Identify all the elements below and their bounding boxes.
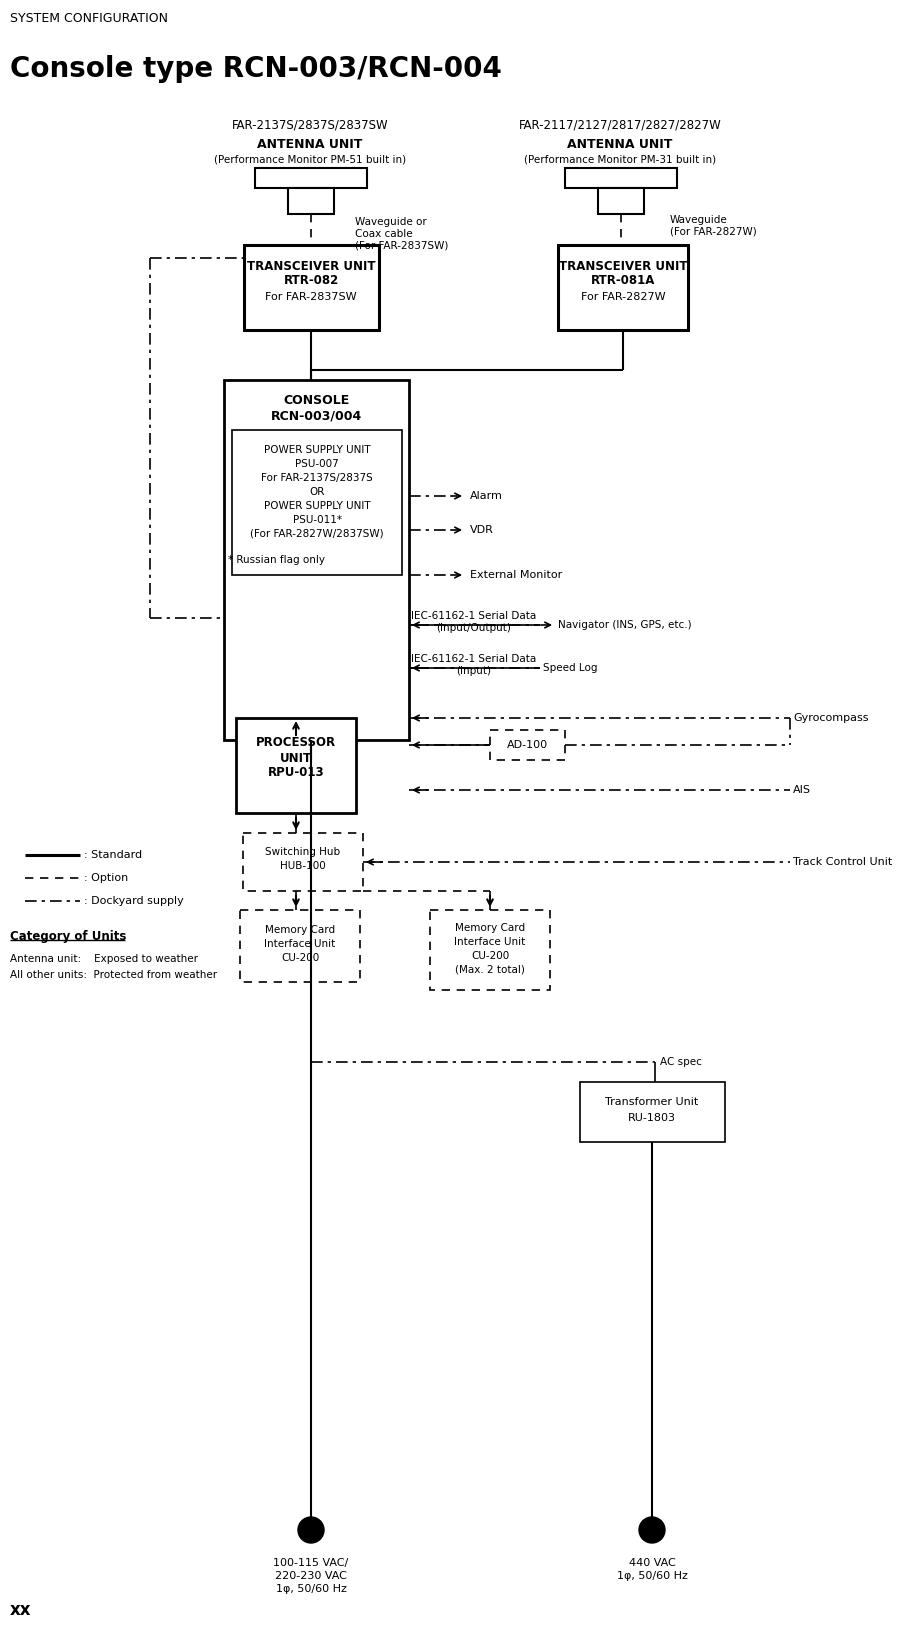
Text: RPU-013: RPU-013 (268, 767, 324, 780)
Text: VDR: VDR (470, 526, 494, 535)
Text: AIS: AIS (793, 785, 811, 795)
Text: POWER SUPPLY UNIT: POWER SUPPLY UNIT (263, 446, 370, 455)
Text: TRANSCEIVER UNIT: TRANSCEIVER UNIT (247, 259, 376, 273)
Text: Switching Hub: Switching Hub (265, 847, 340, 857)
Text: (For FAR-2827W/2837SW): (For FAR-2827W/2837SW) (250, 529, 384, 539)
Text: PROCESSOR: PROCESSOR (256, 736, 336, 749)
Bar (580, 1082, 725, 1142)
Text: Interface Unit: Interface Unit (264, 938, 336, 948)
Text: Speed Log: Speed Log (543, 663, 597, 672)
Bar (255, 168, 367, 188)
Text: UNIT: UNIT (280, 751, 312, 764)
Text: 100-115 VAC/: 100-115 VAC/ (273, 1559, 348, 1568)
Text: : Dockyard supply: : Dockyard supply (84, 896, 184, 906)
Text: (For FAR-2827W): (For FAR-2827W) (670, 227, 757, 237)
Text: (Performance Monitor PM-31 built in): (Performance Monitor PM-31 built in) (524, 155, 716, 165)
Text: 440 VAC: 440 VAC (629, 1559, 675, 1568)
Text: AD-100: AD-100 (507, 739, 548, 751)
Circle shape (298, 1518, 324, 1542)
Text: (Input/Output): (Input/Output) (436, 623, 511, 633)
Text: OR: OR (310, 486, 325, 498)
Text: Console type RCN-003/RCN-004: Console type RCN-003/RCN-004 (10, 55, 502, 83)
Text: RTR-082: RTR-082 (283, 274, 338, 287)
Text: IEC-61162-1 Serial Data: IEC-61162-1 Serial Data (412, 610, 537, 622)
Text: : Option: : Option (84, 873, 129, 883)
Bar (430, 911, 550, 991)
Text: TRANSCEIVER UNIT: TRANSCEIVER UNIT (558, 259, 687, 273)
Text: Memory Card: Memory Card (455, 924, 525, 934)
Text: PSU-007: PSU-007 (295, 459, 338, 468)
Text: (Input): (Input) (456, 666, 491, 676)
Text: : Standard: : Standard (84, 850, 142, 860)
Bar (240, 911, 360, 982)
Text: For FAR-2827W: For FAR-2827W (581, 292, 665, 302)
Bar (232, 429, 402, 574)
Text: Alarm: Alarm (470, 491, 503, 501)
Text: * Russian flag only: * Russian flag only (228, 555, 325, 565)
Text: Navigator (INS, GPS, etc.): Navigator (INS, GPS, etc.) (558, 620, 691, 630)
Text: For FAR-2137S/2837S: For FAR-2137S/2837S (262, 473, 373, 483)
Text: ANTENNA UNIT: ANTENNA UNIT (257, 139, 363, 152)
Bar (243, 832, 363, 891)
Text: 1φ, 50/60 Hz: 1φ, 50/60 Hz (616, 1572, 688, 1581)
Text: 1φ, 50/60 Hz: 1φ, 50/60 Hz (275, 1585, 347, 1594)
Text: IEC-61162-1 Serial Data: IEC-61162-1 Serial Data (412, 654, 537, 664)
Bar (244, 245, 379, 330)
Bar (598, 188, 644, 214)
Text: RTR-081A: RTR-081A (591, 274, 655, 287)
Text: ANTENNA UNIT: ANTENNA UNIT (567, 139, 672, 152)
Bar (236, 718, 356, 813)
Text: Track Control Unit: Track Control Unit (793, 857, 892, 867)
Text: (For FAR-2837SW): (For FAR-2837SW) (355, 242, 448, 251)
Text: RU-1803: RU-1803 (628, 1113, 676, 1123)
Text: For FAR-2837SW: For FAR-2837SW (265, 292, 357, 302)
Text: Category of Units: Category of Units (10, 930, 127, 943)
Bar (224, 380, 409, 739)
Text: POWER SUPPLY UNIT: POWER SUPPLY UNIT (263, 501, 370, 511)
Text: FAR-2137S/2837S/2837SW: FAR-2137S/2837S/2837SW (232, 119, 388, 132)
Text: xx: xx (10, 1601, 32, 1619)
Text: Antenna unit:    Exposed to weather: Antenna unit: Exposed to weather (10, 955, 198, 965)
Text: 220-230 VAC: 220-230 VAC (275, 1572, 347, 1581)
Text: Transformer Unit: Transformer Unit (605, 1097, 699, 1106)
Text: CU-200: CU-200 (471, 951, 510, 961)
Text: SYSTEM CONFIGURATION: SYSTEM CONFIGURATION (10, 11, 168, 24)
Text: Interface Unit: Interface Unit (454, 937, 526, 947)
Text: HUB-100: HUB-100 (281, 862, 326, 871)
Bar (558, 245, 688, 330)
Bar (565, 168, 677, 188)
Text: FAR-2117/2127/2817/2827/2827W: FAR-2117/2127/2817/2827/2827W (519, 119, 721, 132)
Text: (Max. 2 total): (Max. 2 total) (455, 965, 525, 974)
Text: Memory Card: Memory Card (265, 925, 335, 935)
Text: (Performance Monitor PM-51 built in): (Performance Monitor PM-51 built in) (214, 155, 406, 165)
Text: Gyrocompass: Gyrocompass (793, 713, 869, 723)
Text: Coax cable: Coax cable (355, 228, 413, 238)
Text: RCN-003/004: RCN-003/004 (271, 410, 362, 423)
Text: CU-200: CU-200 (281, 953, 319, 963)
Text: CONSOLE: CONSOLE (283, 393, 349, 406)
Text: AC spec: AC spec (660, 1058, 702, 1067)
Text: PSU-011*: PSU-011* (292, 516, 341, 526)
Circle shape (639, 1518, 665, 1542)
Text: Waveguide: Waveguide (670, 215, 728, 225)
Text: All other units:  Protected from weather: All other units: Protected from weather (10, 969, 217, 979)
Bar (490, 730, 565, 761)
Bar (288, 188, 334, 214)
Text: Waveguide or: Waveguide or (355, 217, 427, 227)
Text: External Monitor: External Monitor (470, 570, 562, 579)
